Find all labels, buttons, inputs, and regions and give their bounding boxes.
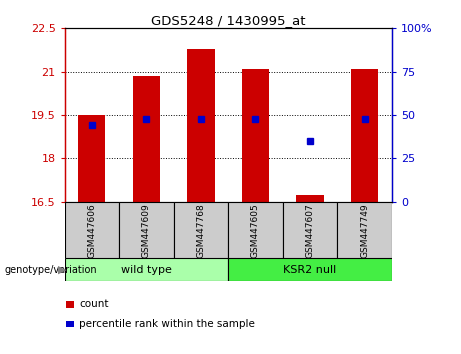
Text: GSM447606: GSM447606: [87, 204, 96, 258]
Bar: [187, 48, 214, 202]
Text: KSR2 null: KSR2 null: [284, 265, 337, 275]
Text: count: count: [79, 299, 109, 309]
Text: wild type: wild type: [121, 265, 172, 275]
Bar: [65, 258, 228, 281]
Bar: [283, 202, 337, 258]
Bar: [133, 76, 160, 202]
Text: GSM447768: GSM447768: [196, 204, 206, 258]
Bar: [228, 258, 392, 281]
Text: genotype/variation: genotype/variation: [5, 265, 97, 275]
Bar: [351, 69, 378, 202]
Text: GSM447607: GSM447607: [306, 204, 314, 258]
Bar: [119, 202, 174, 258]
Bar: [65, 202, 119, 258]
Text: GSM447609: GSM447609: [142, 204, 151, 258]
Title: GDS5248 / 1430995_at: GDS5248 / 1430995_at: [151, 14, 306, 27]
Bar: [174, 202, 228, 258]
Text: GSM447605: GSM447605: [251, 204, 260, 258]
Bar: [65, 301, 74, 308]
Text: percentile rank within the sample: percentile rank within the sample: [79, 319, 255, 329]
Text: ▶: ▶: [58, 265, 66, 275]
Bar: [65, 320, 74, 327]
Bar: [78, 115, 106, 202]
Bar: [337, 202, 392, 258]
Bar: [228, 202, 283, 258]
Bar: [242, 69, 269, 202]
Bar: [296, 195, 324, 202]
Text: GSM447749: GSM447749: [360, 204, 369, 258]
